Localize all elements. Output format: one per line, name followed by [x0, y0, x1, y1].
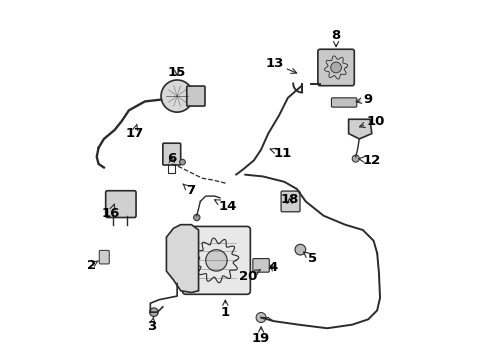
Text: 14: 14 [215, 200, 237, 213]
FancyBboxPatch shape [182, 226, 250, 294]
Text: 18: 18 [280, 193, 299, 206]
Text: 17: 17 [125, 124, 144, 140]
Text: 16: 16 [102, 204, 120, 220]
Circle shape [206, 249, 227, 271]
Polygon shape [348, 119, 372, 139]
Text: 11: 11 [270, 147, 292, 160]
Text: 4: 4 [268, 261, 277, 274]
FancyBboxPatch shape [331, 98, 357, 107]
Text: 10: 10 [360, 114, 385, 127]
FancyBboxPatch shape [163, 143, 181, 165]
Text: 9: 9 [356, 93, 372, 106]
Circle shape [180, 159, 185, 165]
Text: 7: 7 [183, 184, 195, 197]
Circle shape [331, 62, 342, 73]
Circle shape [352, 155, 359, 162]
Text: 3: 3 [147, 317, 157, 333]
Circle shape [295, 244, 306, 255]
Circle shape [256, 312, 266, 323]
Text: 8: 8 [331, 29, 341, 47]
FancyBboxPatch shape [253, 258, 270, 272]
Text: 2: 2 [87, 258, 98, 271]
FancyBboxPatch shape [106, 191, 136, 217]
Text: 19: 19 [252, 327, 270, 346]
Text: 15: 15 [168, 66, 186, 79]
FancyBboxPatch shape [318, 49, 354, 86]
Text: 13: 13 [266, 57, 296, 73]
FancyBboxPatch shape [187, 86, 205, 106]
Text: 6: 6 [167, 152, 176, 165]
FancyBboxPatch shape [99, 250, 109, 264]
Text: 20: 20 [239, 270, 260, 283]
Text: 5: 5 [304, 252, 317, 265]
Circle shape [149, 308, 158, 316]
Circle shape [194, 214, 200, 221]
FancyBboxPatch shape [281, 191, 300, 212]
Polygon shape [167, 225, 198, 293]
Text: 12: 12 [359, 154, 381, 167]
Text: 1: 1 [221, 300, 230, 319]
Circle shape [161, 80, 193, 112]
